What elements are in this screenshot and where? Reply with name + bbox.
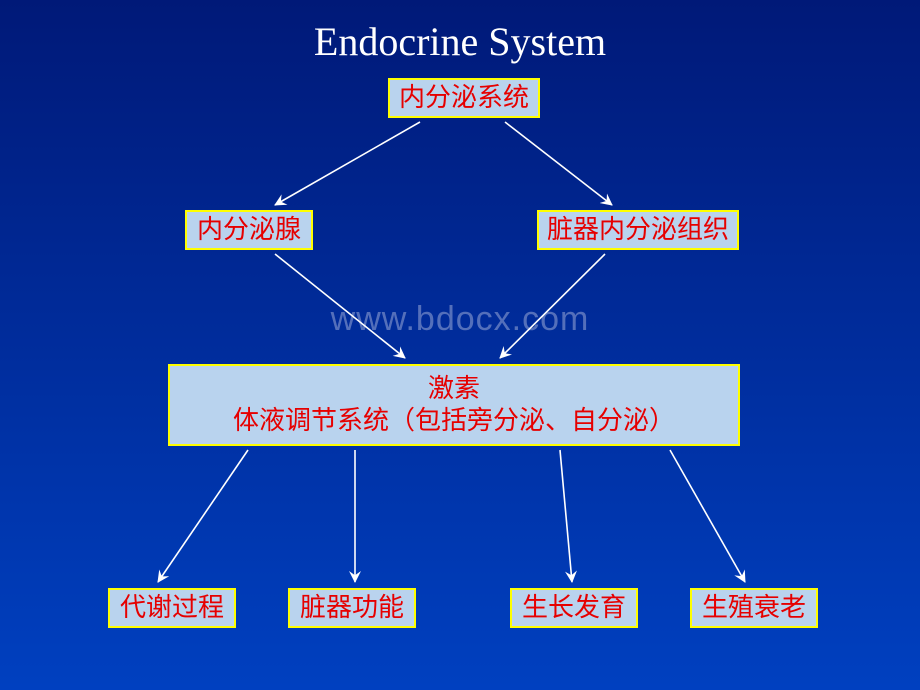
node-leaf-metabolism: 代谢过程 bbox=[108, 588, 236, 628]
node-leaf-reproduction-label: 生殖衰老 bbox=[702, 592, 806, 625]
node-gland: 内分泌腺 bbox=[185, 210, 313, 250]
node-leaf-growth: 生长发育 bbox=[510, 588, 638, 628]
node-leaf-organ-function: 脏器功能 bbox=[288, 588, 416, 628]
slide-title: Endocrine System bbox=[0, 18, 920, 65]
node-leaf-metabolism-label: 代谢过程 bbox=[120, 592, 224, 625]
node-hormone-line2: 体液调节系统（包括旁分泌、自分泌） bbox=[233, 405, 675, 438]
node-tissue: 脏器内分泌组织 bbox=[537, 210, 739, 250]
node-root-label: 内分泌系统 bbox=[399, 82, 529, 115]
node-tissue-label: 脏器内分泌组织 bbox=[547, 214, 729, 247]
node-root: 内分泌系统 bbox=[388, 78, 540, 118]
node-leaf-growth-label: 生长发育 bbox=[522, 592, 626, 625]
node-leaf-organ-function-label: 脏器功能 bbox=[300, 592, 404, 625]
slide-canvas: Endocrine System www.bdocx.com 内分泌系统 内分泌… bbox=[0, 0, 920, 690]
watermark-text: www.bdocx.com bbox=[0, 300, 920, 339]
node-hormone-line1: 激素 bbox=[428, 373, 480, 406]
node-leaf-reproduction: 生殖衰老 bbox=[690, 588, 818, 628]
node-hormone: 激素 体液调节系统（包括旁分泌、自分泌） bbox=[168, 364, 740, 446]
node-gland-label: 内分泌腺 bbox=[197, 214, 301, 247]
